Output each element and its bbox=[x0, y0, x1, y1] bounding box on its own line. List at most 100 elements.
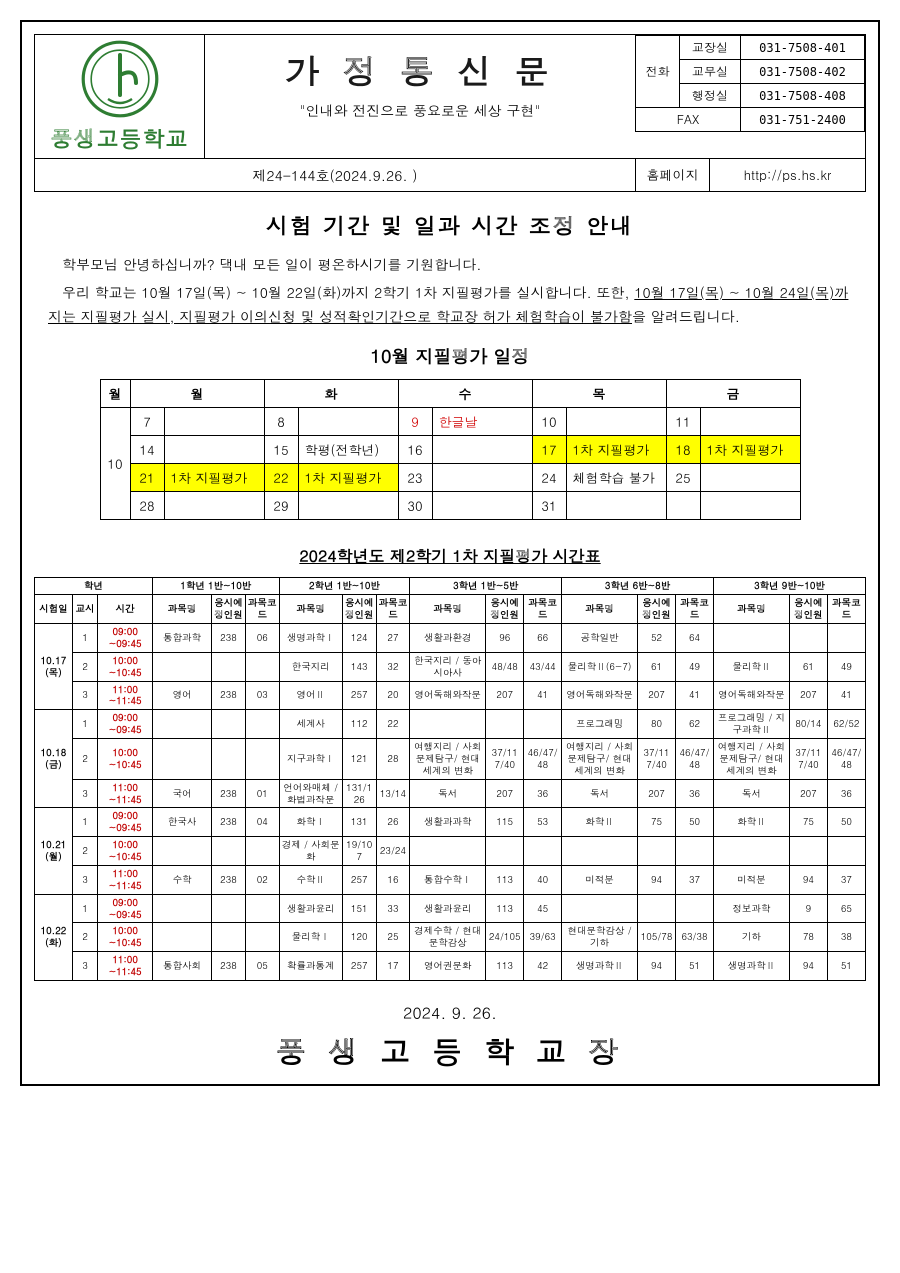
tt-subject: 생활과환경 bbox=[410, 624, 486, 653]
tt-count: 131/126 bbox=[342, 779, 376, 808]
issue-number: 제24-144호(2024.9.26. ) bbox=[35, 158, 635, 191]
tt-subject: 통합사회 bbox=[153, 952, 212, 981]
tt-code: 40 bbox=[524, 865, 562, 894]
tt-time: 10:00~10:45 bbox=[98, 739, 153, 780]
tt-subject: 영어권문화 bbox=[410, 952, 486, 981]
tt-top-header: 학년 1학년 1반~10반 2학년 1반~10반 3학년 1반~5반 3학년 6… bbox=[35, 578, 866, 595]
tt-subject: 물리학Ⅱ bbox=[713, 652, 789, 681]
phone-number: 031-7508-401 bbox=[740, 36, 864, 60]
tt-subject: 생명과학Ⅱ bbox=[713, 952, 789, 981]
tt-code bbox=[676, 894, 714, 923]
tt-col-label: 과목코드 bbox=[376, 595, 410, 624]
tt-subject: 영어 bbox=[153, 681, 212, 710]
tt-code: 22 bbox=[376, 710, 410, 739]
tt-code: 51 bbox=[676, 952, 714, 981]
phone-number: 031-7508-408 bbox=[740, 84, 864, 108]
footer-signature: 풍 생 고 등 학 교 장 bbox=[34, 1030, 866, 1072]
tt-time: 11:00~11:45 bbox=[98, 779, 153, 808]
main-title: 가 정 통 신 문 bbox=[285, 45, 554, 94]
tt-count: 113 bbox=[486, 952, 524, 981]
tt-subject: 통합과학 bbox=[153, 624, 212, 653]
tt-code: 50 bbox=[676, 808, 714, 837]
cal-daynum: 9 bbox=[398, 408, 432, 436]
document: 풍생고등학교 가 정 통 신 문 "인내와 전진으로 풍요로운 세상 구현" 전… bbox=[20, 20, 880, 1086]
tt-count: 238 bbox=[212, 952, 246, 981]
cal-daytext bbox=[164, 408, 264, 436]
tt-date: 10.17(목) bbox=[35, 624, 73, 710]
tt-count: 61 bbox=[789, 652, 827, 681]
tt-subject bbox=[153, 739, 212, 780]
cal-daynum: 24 bbox=[532, 464, 566, 492]
tt-time: 10:00~10:45 bbox=[98, 837, 153, 866]
tt-code: 46/47/48 bbox=[827, 739, 865, 780]
tt-count bbox=[638, 894, 676, 923]
tt-code: 05 bbox=[245, 952, 279, 981]
tt-code: 38 bbox=[827, 923, 865, 952]
cal-daytext bbox=[432, 436, 532, 464]
cal-daynum: 16 bbox=[398, 436, 432, 464]
notice-title: 시험 기간 및 일과 시간 조정 안내 bbox=[34, 210, 866, 241]
tt-time: 09:00~09:45 bbox=[98, 710, 153, 739]
tt-code: 62/52 bbox=[827, 710, 865, 739]
cal-header-day: 화 bbox=[264, 380, 398, 408]
tt-subject: 영어Ⅱ bbox=[279, 681, 342, 710]
tt-count: 207 bbox=[638, 779, 676, 808]
cal-daynum: 30 bbox=[398, 492, 432, 520]
tt-count: 94 bbox=[789, 865, 827, 894]
tt-subject: 한국지리 / 동아시아사 bbox=[410, 652, 486, 681]
tt-subject bbox=[153, 837, 212, 866]
tt-count: 151 bbox=[342, 894, 376, 923]
tt-count: 37/117/40 bbox=[486, 739, 524, 780]
tt-subject: 정보과학 bbox=[713, 894, 789, 923]
cal-daytext bbox=[298, 408, 398, 436]
tt-period: 3 bbox=[72, 779, 97, 808]
tt-date: 10.18(금) bbox=[35, 710, 73, 808]
tt-period: 2 bbox=[72, 837, 97, 866]
tt-code: 01 bbox=[245, 779, 279, 808]
tt-count: 37/117/40 bbox=[638, 739, 676, 780]
tt-count: 257 bbox=[342, 952, 376, 981]
tt-count bbox=[212, 652, 246, 681]
room-label: 행정실 bbox=[680, 84, 741, 108]
tt-time: 09:00~09:45 bbox=[98, 808, 153, 837]
cal-daynum: 14 bbox=[130, 436, 164, 464]
tt-code bbox=[524, 710, 562, 739]
tt-count bbox=[212, 894, 246, 923]
tt-code: 65 bbox=[827, 894, 865, 923]
cal-daynum: 7 bbox=[130, 408, 164, 436]
tt-col-label: 응시예정인원 bbox=[638, 595, 676, 624]
tt-count bbox=[212, 710, 246, 739]
tt-count: 112 bbox=[342, 710, 376, 739]
school-logo-block: 풍생고등학교 bbox=[35, 35, 205, 158]
tt-code: 13/14 bbox=[376, 779, 410, 808]
tt-code bbox=[245, 894, 279, 923]
tt-code: 62 bbox=[676, 710, 714, 739]
paragraph-1: 학부모님 안녕하십니까? 댁내 모든 일이 평온하시기를 기원합니다. bbox=[48, 253, 852, 277]
tt-code bbox=[245, 739, 279, 780]
tt-count: 75 bbox=[789, 808, 827, 837]
tt-count: 257 bbox=[342, 681, 376, 710]
tt-code bbox=[245, 837, 279, 866]
tt-count: 207 bbox=[638, 681, 676, 710]
tt-subject bbox=[713, 837, 789, 866]
tt-count bbox=[212, 923, 246, 952]
tt-code: 53 bbox=[524, 808, 562, 837]
tt-subject: 확률과통계 bbox=[279, 952, 342, 981]
cal-daytext bbox=[164, 436, 264, 464]
tt-subject: 생활과과학 bbox=[410, 808, 486, 837]
month-cell: 10 bbox=[100, 408, 130, 520]
calendar-title: 10월 지필평가 일정 bbox=[34, 344, 866, 369]
subtitle: "인내와 전진으로 풍요로운 세상 구현" bbox=[300, 100, 540, 120]
tt-count bbox=[486, 837, 524, 866]
cal-daynum: 28 bbox=[130, 492, 164, 520]
tt-count: 75 bbox=[638, 808, 676, 837]
cal-daynum: 23 bbox=[398, 464, 432, 492]
tt-subject: 영어독해와작문 bbox=[562, 681, 638, 710]
tt-code: 49 bbox=[676, 652, 714, 681]
homepage-url: http://ps.hs.kr bbox=[709, 158, 865, 191]
contact-block: 전화 교장실 031-7508-401 교무실 031-7508-402 행정실… bbox=[635, 35, 865, 158]
cal-daytext bbox=[700, 408, 800, 436]
tt-period: 3 bbox=[72, 952, 97, 981]
tt-count: 238 bbox=[212, 681, 246, 710]
tt-subject: 독서 bbox=[713, 779, 789, 808]
